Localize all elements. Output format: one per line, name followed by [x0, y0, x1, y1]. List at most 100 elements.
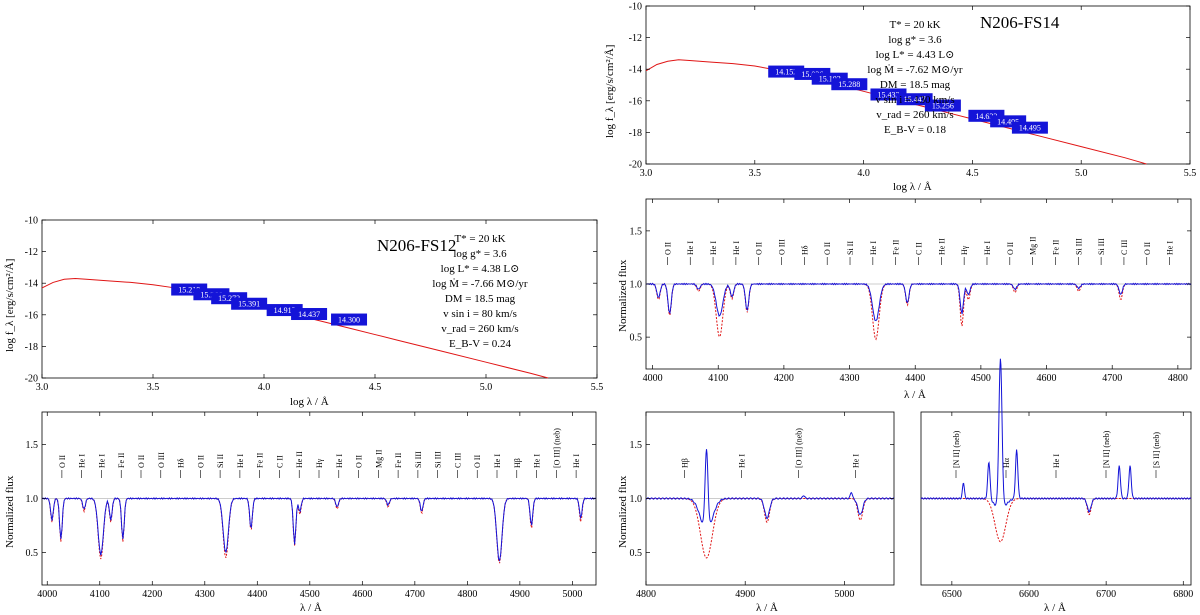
line-id-label: Fe II — [256, 452, 265, 468]
x-tick-label: 4.5 — [966, 168, 979, 179]
parameter-line: v_rad = 260 km/s — [441, 323, 518, 335]
line-id-label: C III — [1120, 239, 1129, 255]
spectrum-chart-hbeta: Hβ He I [O III] (neb) He I 4800 4900 5000 0.5 1… — [617, 411, 895, 614]
x-tick-label: 4.0 — [258, 382, 271, 393]
y-tick-label: 0.5 — [26, 548, 39, 559]
y-tick-label: 1.0 — [630, 494, 643, 505]
line-id-label: He I — [852, 454, 861, 468]
line-id-label: C II — [915, 242, 924, 255]
spectrum-chart-fs12-blue: O II He I He I Fe II O II O III Hδ O II Si II He … — [4, 411, 597, 614]
line-id-label: O II — [137, 455, 146, 468]
y-tick-label: -12 — [629, 33, 642, 44]
line-id-label: He I — [709, 241, 718, 255]
y-axis-label: Normalized flux — [4, 475, 16, 548]
y-tick-label: -20 — [25, 374, 38, 385]
y-axis-label: log f_λ [erg/s/cm²/Å] — [4, 259, 16, 352]
photometry-magnitude: 15.272 — [218, 294, 240, 303]
line-id-label: He I — [236, 454, 245, 468]
line-id-label: He I — [983, 241, 992, 255]
photometry-box — [291, 308, 328, 321]
x-tick-label: 4500 — [300, 589, 320, 600]
x-tick-label: 4000 — [643, 373, 663, 384]
line-id-label: O II — [663, 242, 672, 255]
parameter-line: E_B-V = 0.24 — [449, 338, 511, 350]
x-tick-label: 4000 — [37, 589, 57, 600]
x-tick-label: 3.5 — [147, 382, 160, 393]
y-tick-label: 1.0 — [630, 280, 643, 291]
spectrum-chart-fs14-blue: O II He I He I He I O II O III Hδ O II Si II He I… — [617, 198, 1192, 401]
photometry-magnitude: 15.256 — [932, 102, 954, 111]
photometry-magnitude: 14.632 — [975, 112, 997, 121]
x-tick-label: 4700 — [1102, 373, 1122, 384]
x-tick-label: 5.0 — [1075, 168, 1088, 179]
line-id-label: He I — [1052, 454, 1061, 468]
line-id-label: Hα — [1002, 457, 1011, 468]
x-tick-label: 4500 — [971, 373, 991, 384]
line-id-label: Si III — [1074, 238, 1083, 255]
x-tick-label: 4800 — [1168, 373, 1188, 384]
line-id-label: He I — [493, 454, 502, 468]
line-id-label: O II — [823, 242, 832, 255]
x-tick-label: 5.5 — [1184, 168, 1197, 179]
photometry-magnitude: 14.495 — [1019, 124, 1041, 133]
x-tick-label: 4600 — [352, 589, 372, 600]
photometry-magnitude: 15.391 — [238, 300, 260, 309]
x-tick-label: 4800 — [457, 589, 477, 600]
y-tick-label: -16 — [629, 96, 642, 107]
x-axis-label: λ / Å — [904, 389, 926, 401]
line-id-label: He I — [738, 454, 747, 468]
y-axis-label: log f_λ [erg/s/cm²/Å] — [604, 45, 616, 138]
observed-spectrum — [645, 449, 895, 523]
photometry-magnitude: 15.447 — [904, 95, 926, 104]
photometry-magnitude: 14.913 — [274, 306, 296, 315]
parameter-line: E_B-V = 0.18 — [884, 124, 946, 136]
photometry-box — [831, 78, 868, 91]
parameter-line: T* = 20 kK — [889, 19, 940, 31]
line-id-label: Si II — [846, 241, 855, 255]
chart-title: N206-FS14 — [980, 13, 1060, 32]
line-id-label: He I — [572, 454, 581, 468]
photometry-magnitude: 15.433 — [877, 90, 899, 99]
y-tick-label: -12 — [25, 247, 38, 258]
y-tick-label: -18 — [25, 342, 38, 353]
parameter-line: log Ṁ = -7.62 M⊙/yr — [867, 64, 963, 76]
y-axis-label: Normalized flux — [617, 259, 629, 332]
y-tick-label: -16 — [25, 310, 38, 321]
x-axis-label: λ / Å — [1044, 602, 1066, 614]
line-id-label: Mg II — [1029, 236, 1038, 255]
x-tick-label: 6800 — [1173, 589, 1193, 600]
photometry-magnitude: 14.300 — [338, 316, 360, 325]
x-tick-label: 4100 — [90, 589, 110, 600]
y-tick-label: -18 — [629, 128, 642, 139]
x-tick-label: 3.5 — [749, 168, 762, 179]
x-tick-label: 4200 — [774, 373, 794, 384]
line-id-label: O II — [355, 455, 364, 468]
line-id-label: He II — [295, 451, 304, 468]
line-id-label: [N II] (neb) — [1102, 430, 1111, 468]
x-tick-label: 4200 — [142, 589, 162, 600]
line-id-label: Hγ — [315, 458, 324, 468]
y-tick-label: -20 — [629, 160, 642, 171]
line-id-label: Hβ — [513, 458, 522, 468]
line-id-label: Hδ — [177, 458, 186, 468]
parameter-line: log Ṁ = -7.66 M⊙/yr — [432, 278, 528, 290]
model-spectrum — [646, 498, 894, 559]
x-tick-label: 4400 — [247, 589, 267, 600]
x-tick-label: 4400 — [905, 373, 925, 384]
y-tick-label: -10 — [25, 216, 38, 227]
spectrum-chart-halpha: [N II] (neb) Hα He I [N II] (neb) [S II] (ne… — [920, 358, 1193, 614]
line-id-label: Si III — [434, 451, 443, 468]
photometry-magnitude: 15.288 — [838, 80, 860, 89]
x-axis-label: λ / Å — [756, 602, 778, 614]
line-id-label: O II — [196, 455, 205, 468]
x-tick-label: 4300 — [195, 589, 215, 600]
line-id-label: [O III] (neb) — [552, 428, 561, 468]
x-tick-label: 6500 — [942, 589, 962, 600]
line-id-label: [S II] (neb) — [1152, 432, 1161, 468]
line-id-label: Hβ — [681, 458, 690, 468]
photometry-magnitude: 14.437 — [298, 310, 320, 319]
line-id-label: He II — [937, 238, 946, 255]
line-id-label: Fe II — [1051, 239, 1060, 255]
line-id-label: O II — [755, 242, 764, 255]
